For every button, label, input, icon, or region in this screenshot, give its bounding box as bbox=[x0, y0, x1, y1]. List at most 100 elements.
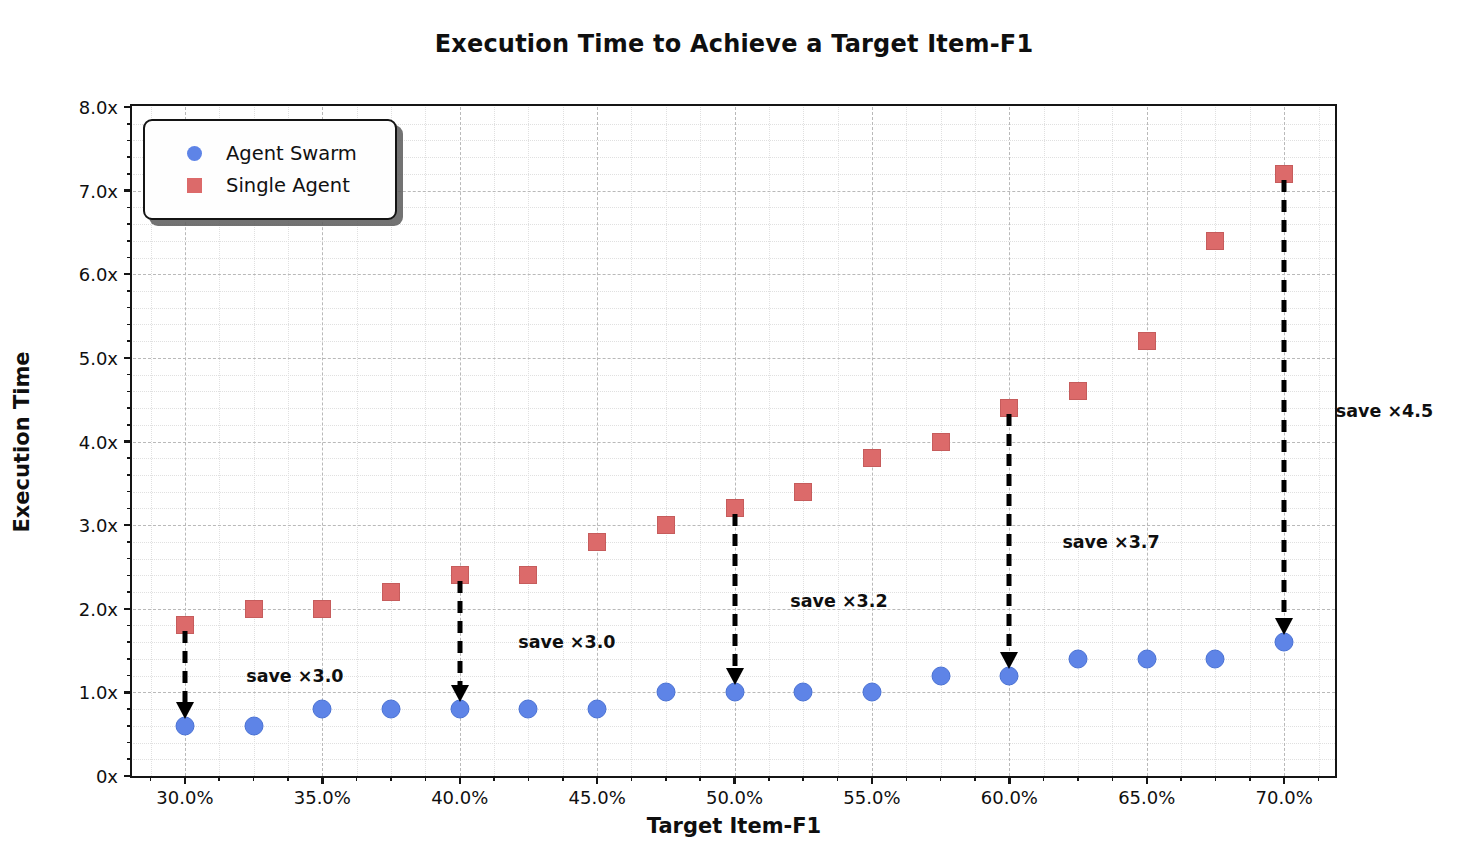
x-minor-tick bbox=[425, 777, 427, 781]
y-minor-tick bbox=[127, 641, 131, 643]
data-point-agent-swarm bbox=[794, 683, 813, 702]
y-tick-label: 1.0x bbox=[79, 682, 118, 703]
chart-title: Execution Time to Achieve a Target Item-… bbox=[133, 30, 1335, 58]
x-tick bbox=[596, 777, 598, 784]
data-point-single-agent bbox=[794, 483, 812, 501]
x-minor-tick bbox=[906, 777, 908, 781]
y-minor-tick bbox=[127, 223, 131, 225]
data-point-agent-swarm bbox=[519, 700, 538, 719]
y-tick bbox=[124, 440, 131, 442]
y-minor-tick bbox=[127, 240, 131, 242]
data-point-single-agent bbox=[382, 583, 400, 601]
data-point-agent-swarm bbox=[1137, 649, 1156, 668]
y-tick-label: 7.0x bbox=[79, 180, 118, 201]
x-axis-label: Target Item-F1 bbox=[133, 814, 1335, 838]
legend-label: Single Agent bbox=[226, 174, 350, 197]
x-tick bbox=[184, 777, 186, 784]
y-tick bbox=[124, 775, 131, 777]
data-point-agent-swarm bbox=[382, 700, 401, 719]
y-minor-tick bbox=[127, 625, 131, 627]
x-minor-tick bbox=[528, 777, 530, 781]
x-minor-tick bbox=[390, 777, 392, 781]
y-tick-label: 2.0x bbox=[79, 598, 118, 619]
x-tick bbox=[321, 777, 323, 784]
major-gridline bbox=[133, 274, 1335, 275]
x-minor-tick bbox=[1215, 777, 1217, 781]
data-point-single-agent bbox=[588, 533, 606, 551]
y-minor-tick bbox=[127, 424, 131, 426]
y-tick bbox=[124, 608, 131, 610]
data-point-agent-swarm bbox=[862, 683, 881, 702]
legend-entry-single-agent: Single Agent bbox=[145, 174, 395, 197]
x-minor-tick bbox=[1249, 777, 1251, 781]
x-tick bbox=[1283, 777, 1285, 784]
save-annotation: save ×3.0 bbox=[518, 632, 615, 652]
y-tick-label: 8.0x bbox=[79, 97, 118, 118]
y-minor-tick bbox=[127, 725, 131, 727]
saving-arrow-head bbox=[1275, 618, 1293, 635]
single-agent-marker-icon bbox=[187, 178, 202, 193]
x-tick-label: 55.0% bbox=[843, 787, 900, 808]
x-minor-tick bbox=[699, 777, 701, 781]
x-tick-label: 30.0% bbox=[156, 787, 213, 808]
x-tick-label: 45.0% bbox=[569, 787, 626, 808]
x-minor-tick bbox=[837, 777, 839, 781]
y-minor-tick bbox=[127, 491, 131, 493]
y-minor-tick bbox=[127, 391, 131, 393]
x-minor-tick bbox=[802, 777, 804, 781]
major-gridline bbox=[133, 358, 1335, 359]
y-minor-tick bbox=[127, 742, 131, 744]
x-minor-tick bbox=[631, 777, 633, 781]
data-point-agent-swarm bbox=[656, 683, 675, 702]
y-axis-label: Execution Time bbox=[10, 192, 34, 692]
y-minor-tick bbox=[127, 675, 131, 677]
x-minor-tick bbox=[768, 777, 770, 781]
y-minor-tick bbox=[127, 708, 131, 710]
y-minor-tick bbox=[127, 156, 131, 158]
saving-arrow-head bbox=[1000, 652, 1018, 669]
data-point-agent-swarm bbox=[1000, 666, 1019, 685]
data-point-agent-swarm bbox=[175, 716, 194, 735]
y-tick bbox=[124, 357, 131, 359]
y-minor-tick bbox=[127, 658, 131, 660]
x-tick-label: 65.0% bbox=[1118, 787, 1175, 808]
x-minor-tick bbox=[940, 777, 942, 781]
save-annotation: save ×4.5 bbox=[1336, 401, 1433, 421]
data-point-agent-swarm bbox=[588, 700, 607, 719]
data-point-single-agent bbox=[313, 600, 331, 618]
y-tick bbox=[124, 106, 131, 108]
data-point-agent-swarm bbox=[1069, 649, 1088, 668]
y-minor-tick bbox=[127, 207, 131, 209]
x-minor-tick bbox=[974, 777, 976, 781]
saving-arrow-head bbox=[176, 702, 194, 719]
x-minor-tick bbox=[665, 777, 667, 781]
x-tick-label: 70.0% bbox=[1256, 787, 1313, 808]
y-minor-tick bbox=[127, 575, 131, 577]
legend-label: Agent Swarm bbox=[226, 142, 357, 165]
x-tick bbox=[1146, 777, 1148, 784]
y-minor-tick bbox=[127, 340, 131, 342]
y-tick bbox=[124, 273, 131, 275]
save-annotation: save ×3.0 bbox=[246, 666, 343, 686]
y-tick bbox=[124, 524, 131, 526]
y-minor-tick bbox=[127, 591, 131, 593]
data-point-single-agent bbox=[1206, 232, 1224, 250]
saving-arrow-line bbox=[182, 631, 187, 704]
y-minor-tick bbox=[127, 173, 131, 175]
x-tick-label: 35.0% bbox=[294, 787, 351, 808]
x-minor-tick bbox=[1112, 777, 1114, 781]
y-minor-tick bbox=[127, 140, 131, 142]
x-minor-tick bbox=[150, 777, 152, 781]
agent-swarm-marker-icon bbox=[187, 146, 202, 161]
saving-arrow-line bbox=[732, 514, 737, 671]
y-minor-tick bbox=[127, 541, 131, 543]
x-minor-tick bbox=[253, 777, 255, 781]
y-tick bbox=[124, 189, 131, 191]
y-tick-label: 6.0x bbox=[79, 264, 118, 285]
save-annotation: save ×3.7 bbox=[1062, 532, 1159, 552]
y-minor-tick bbox=[127, 290, 131, 292]
y-minor-tick bbox=[127, 123, 131, 125]
data-point-single-agent bbox=[657, 516, 675, 534]
x-minor-tick bbox=[1077, 777, 1079, 781]
y-tick-label: 3.0x bbox=[79, 515, 118, 536]
